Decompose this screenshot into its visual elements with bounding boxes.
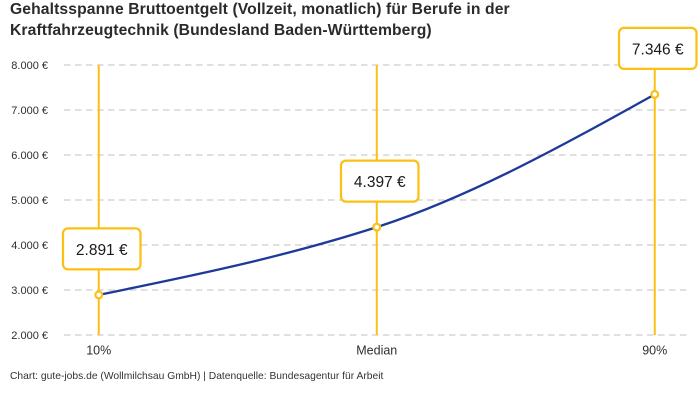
y-tick-label-7000: 7.000 € <box>11 105 48 117</box>
y-tick-label-4000: 4.000 € <box>11 240 48 252</box>
chart-title: Gehaltsspanne Bruttoentgelt (Vollzeit, m… <box>10 0 510 42</box>
y-axis-labels: 2.000 € 3.000 € 4.000 € 5.000 € 6.000 € … <box>11 60 48 342</box>
value-box-median <box>339 159 420 203</box>
value-label-90-percent: 7.346 € <box>632 41 684 58</box>
x-axis-labels: 10% Median 90% <box>86 344 667 358</box>
y-tick-label-5000: 5.000 € <box>11 195 48 207</box>
data-point-markers <box>94 89 660 300</box>
value-label-10-percent: 2.891 € <box>76 242 128 259</box>
y-tick-label-6000: 6.000 € <box>11 150 48 162</box>
chart-title-line2: Kraftfahrzeugtechnik (Bundesland Baden-W… <box>10 22 432 40</box>
footer-credit: Chart: gute-jobs.de (Wollmilchsau GmbH) … <box>10 370 384 382</box>
value-label-boxes: 2.891 € 4.397 € 7.346 € <box>61 26 698 271</box>
value-label-median: 4.397 € <box>354 174 406 191</box>
y-tick-label-8000: 8.000 € <box>11 60 48 72</box>
marker-median <box>372 222 382 232</box>
x-tick-label-90-percent: 90% <box>642 344 667 358</box>
y-tick-label-2000: 2.000 € <box>11 330 48 342</box>
value-box-90-percent <box>617 26 698 71</box>
marker-90-percent <box>650 89 660 99</box>
value-box-10-percent <box>61 227 142 271</box>
chart-title-line1: Gehaltsspanne Bruttoentgelt (Vollzeit, m… <box>10 1 510 18</box>
x-tick-label-10-percent: 10% <box>86 344 111 358</box>
y-tick-label-3000: 3.000 € <box>11 285 48 297</box>
marker-10-percent <box>94 290 104 300</box>
x-tick-label-median: Median <box>356 344 397 358</box>
